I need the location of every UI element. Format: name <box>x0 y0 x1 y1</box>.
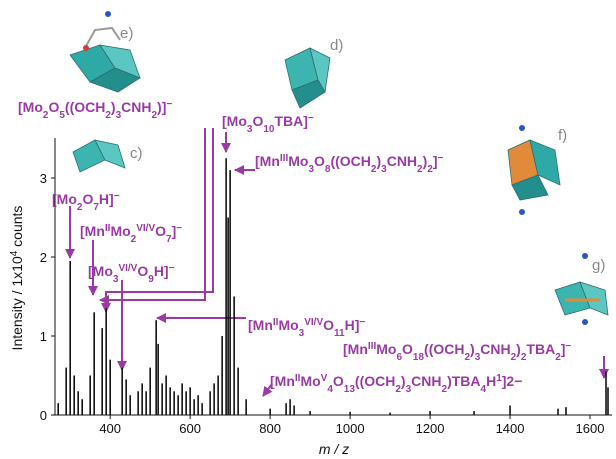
text-part: V <box>321 373 328 384</box>
text-part: 2 <box>131 234 137 245</box>
text-part: H] <box>154 263 169 279</box>
y-tick-label: 3 <box>40 171 47 186</box>
x-tick-label: 1200 <box>416 421 445 436</box>
text-part: H <box>486 373 496 389</box>
text-part: CNH <box>387 153 417 169</box>
text-part: O <box>402 341 413 357</box>
text-part: CNH <box>480 341 510 357</box>
structure-label: e) <box>120 25 133 42</box>
text-part: VI/V <box>304 317 323 328</box>
text-part: VI/V <box>118 263 137 274</box>
text-part: [Mo <box>18 99 43 115</box>
x-tick-label: 600 <box>179 421 201 436</box>
annotation: [MnIIMo2VI/VO7]− <box>80 223 182 245</box>
text-part: O <box>333 373 344 389</box>
text-part: CNH <box>121 99 151 115</box>
text-part: 13 <box>344 384 356 395</box>
text-part: )TBA <box>447 373 480 389</box>
text-part: 10 <box>263 124 275 135</box>
text-part: ((OCH <box>330 153 370 169</box>
structure-label: d) <box>330 37 343 54</box>
text-part: 11 <box>334 328 345 339</box>
y-axis-title: Intensity / 1x104 counts <box>9 206 26 351</box>
structure-label: g) <box>592 257 605 274</box>
text-part: Intensity / 1x10 <box>9 256 25 350</box>
text-part: [Mn <box>343 341 368 357</box>
text-part: Mo <box>110 223 130 239</box>
text-part: counts <box>9 206 25 251</box>
text-part: III <box>368 341 377 352</box>
text-part: Mo <box>288 153 308 169</box>
text-part: − <box>565 341 571 352</box>
x-tick-label: 1400 <box>496 421 525 436</box>
text-part: [Mo <box>88 263 113 279</box>
text-part: O <box>323 317 334 333</box>
text-part: − <box>169 263 175 274</box>
text-part: − <box>308 113 314 124</box>
text-part: 2− <box>506 373 522 389</box>
text-part: − <box>114 191 120 202</box>
text-part: H] <box>345 317 360 333</box>
text-part: O <box>252 113 263 129</box>
text-part: TBA] <box>274 113 307 129</box>
annotation: [Mo2O5((OCH2)3CNH2)]− <box>18 99 172 121</box>
y-tick-label: 0 <box>40 408 47 423</box>
y-tick-label: 2 <box>40 250 47 265</box>
x-tick-label: 400 <box>99 421 121 436</box>
text-part: [Mo <box>52 191 77 207</box>
text-part: Mo <box>376 341 396 357</box>
text-part: H] <box>99 191 114 207</box>
text-part: O <box>137 263 148 279</box>
text-part: Mo <box>278 317 298 333</box>
structure-label: c) <box>130 145 143 162</box>
annotation: [MnIIMo3VI/VO11H]− <box>248 317 365 339</box>
annotation: [MnIIMoV4O13((OCH2)3CNH2)TBA4H1]2− <box>270 373 522 395</box>
annotation: [MnIIIMo6O18((OCH2)3CNH2)2TBA2]− <box>343 341 571 363</box>
text-part: 3 <box>299 328 305 339</box>
text-part: TBA <box>526 341 555 357</box>
text-part: O <box>48 99 59 115</box>
annotation: [Mo3O10TBA]− <box>222 113 314 135</box>
chart: Intensity / 1x104 counts m / z e) d) c) … <box>0 0 616 459</box>
x-axis-title: m / z <box>319 441 349 457</box>
text-part: − <box>166 99 172 110</box>
text-part: − <box>359 317 365 328</box>
text-part: [Mn <box>80 223 105 239</box>
x-tick-label: 800 <box>259 421 281 436</box>
annotation: [Mo3VI/VO9H]− <box>88 263 175 285</box>
text-part: [Mo <box>222 113 247 129</box>
text-part: O <box>82 191 93 207</box>
text-part: III <box>280 153 289 164</box>
annotation: [Mo2O7H]− <box>52 191 120 213</box>
y-tick-label: 1 <box>40 329 47 344</box>
text-part: ((OCH <box>65 99 105 115</box>
text-part: CNH <box>411 373 441 389</box>
text-part: O <box>314 153 325 169</box>
text-part: − <box>176 223 182 234</box>
text-part: ((OCH <box>424 341 464 357</box>
text-part: 3 <box>113 274 119 285</box>
text-part: [Mn <box>270 373 295 389</box>
text-part: [Mn <box>255 153 280 169</box>
x-tick-label: 1000 <box>336 421 365 436</box>
text-part: − <box>438 153 444 164</box>
x-tick-label: 1600 <box>576 421 605 436</box>
text-part: O <box>155 223 166 239</box>
text-part: Mo <box>300 373 320 389</box>
text-part: ((OCH <box>355 373 395 389</box>
text-part: 18 <box>413 352 425 363</box>
text-part: VI/V <box>136 223 155 234</box>
text-part: )] <box>157 99 166 115</box>
annotation: [MnIIIMo3O8((OCH2)3CNH2)2]− <box>255 153 444 175</box>
text-part: [Mn <box>248 317 273 333</box>
structure-label: f) <box>558 127 567 144</box>
